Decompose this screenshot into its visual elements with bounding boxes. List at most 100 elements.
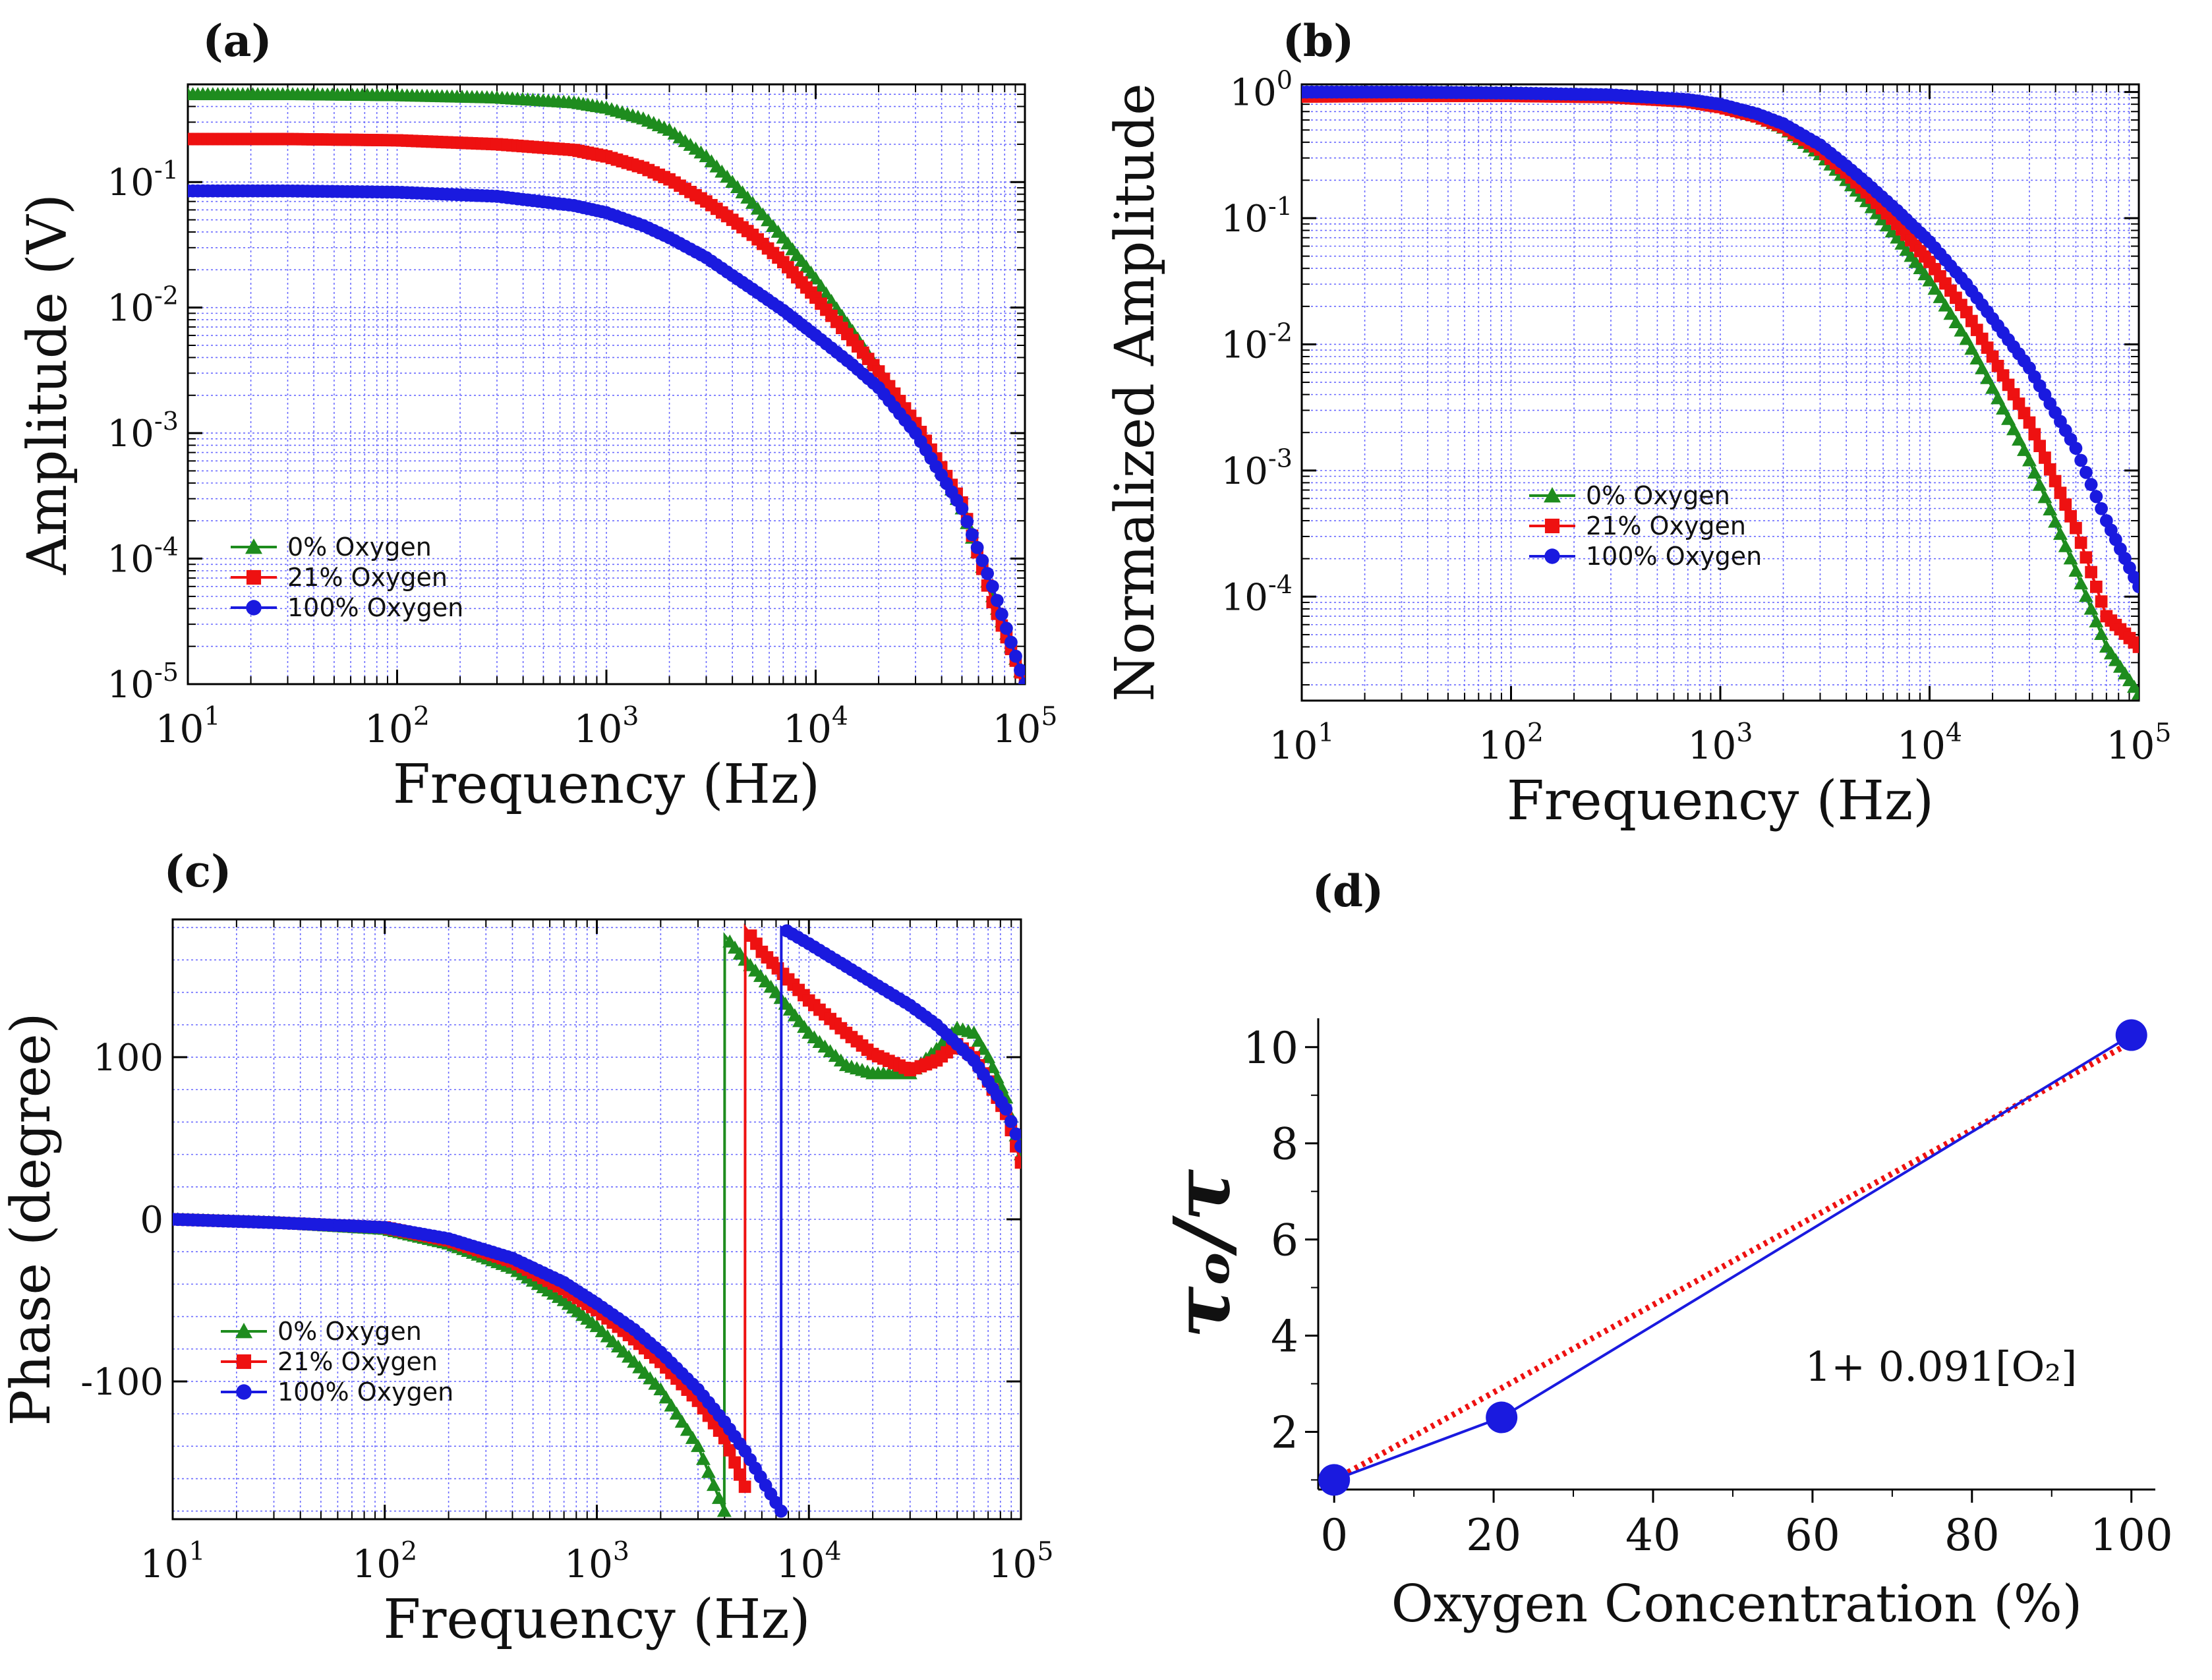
x-axis-label: Frequency (Hz) bbox=[383, 1588, 810, 1651]
data-point bbox=[1933, 290, 1948, 303]
data-point bbox=[966, 1026, 981, 1039]
data-point bbox=[2095, 502, 2108, 515]
data-point bbox=[960, 515, 974, 529]
legend-marker bbox=[1544, 518, 1560, 534]
data-point bbox=[1004, 1115, 1018, 1128]
panel-c: (c) 101 102 103 104 105 -100 0 100 Frequency (Hz)… bbox=[0, 846, 1053, 1651]
x-tick-label: 101 bbox=[156, 701, 221, 751]
legend-marker bbox=[1544, 548, 1560, 564]
legend-label: 21% Oxygen bbox=[1586, 511, 1746, 540]
y-tick-label: 10-1 bbox=[107, 156, 179, 204]
legend-marker bbox=[246, 600, 262, 616]
y-axis-label: Phase (degree) bbox=[0, 1012, 63, 1426]
x-tick-label: 101 bbox=[140, 1536, 206, 1586]
data-point bbox=[2070, 521, 2082, 535]
data-point bbox=[2084, 478, 2098, 492]
data-point bbox=[2033, 440, 2046, 453]
data-point bbox=[2128, 570, 2139, 584]
fit-equation: 1+ 0.091[O₂] bbox=[1805, 1343, 2078, 1391]
panel-a: (a) 101 102 103 104 105 10-5 10-4 10-3 10-2 10-1 Fr… bbox=[16, 15, 1057, 816]
x-tick-label: 104 bbox=[776, 1536, 842, 1586]
data-point bbox=[2012, 397, 2025, 410]
data-point bbox=[674, 1414, 689, 1428]
data-point bbox=[965, 528, 979, 542]
data-point bbox=[2079, 465, 2093, 479]
data-point bbox=[774, 1504, 788, 1518]
data-point bbox=[2074, 536, 2087, 549]
data-point bbox=[985, 579, 999, 593]
data-point bbox=[1969, 351, 1985, 365]
legend-label: 0% Oxygen bbox=[287, 533, 432, 562]
data-point bbox=[1009, 649, 1022, 663]
y-tick-label: 2 bbox=[1271, 1407, 1298, 1458]
data-point bbox=[975, 554, 989, 567]
y-tick-label: 10-2 bbox=[107, 281, 179, 330]
data-point bbox=[999, 622, 1013, 635]
data-point bbox=[2089, 614, 2104, 627]
data-point bbox=[1009, 1127, 1021, 1141]
data-point bbox=[1991, 359, 2004, 372]
data-point bbox=[1959, 332, 1974, 345]
data-point bbox=[658, 1390, 674, 1404]
data-point bbox=[669, 1406, 684, 1420]
y-tick-label: 4 bbox=[1271, 1312, 1298, 1362]
data-point bbox=[2058, 538, 2073, 552]
y-tick-label: 8 bbox=[1271, 1119, 1298, 1170]
legend-marker bbox=[236, 1354, 252, 1370]
data-point bbox=[1996, 401, 2011, 415]
data-point bbox=[1922, 273, 1937, 287]
x-tick-label: 102 bbox=[1478, 718, 1544, 768]
data-point bbox=[1985, 380, 2000, 394]
y-tick-label: -100 bbox=[80, 1361, 163, 1404]
data-point bbox=[2043, 463, 2056, 476]
data-point bbox=[1943, 306, 1958, 320]
legend-marker bbox=[235, 1323, 252, 1339]
data-point bbox=[2089, 490, 2103, 504]
x-axis-label: Frequency (Hz) bbox=[1507, 770, 1934, 832]
legend-label: 21% Oxygen bbox=[277, 1347, 438, 1376]
legend-marker bbox=[1544, 487, 1561, 503]
data-point bbox=[2006, 422, 2022, 436]
legend-label: 100% Oxygen bbox=[287, 593, 463, 622]
x-tick-label: 104 bbox=[1897, 718, 1962, 768]
data-point bbox=[813, 279, 829, 292]
y-tick-label: 6 bbox=[1271, 1215, 1298, 1266]
data-point bbox=[1018, 678, 1025, 684]
data-point bbox=[2022, 453, 2037, 467]
y-tick-label: 10-3 bbox=[1221, 444, 1293, 493]
legend-label: 100% Oxygen bbox=[277, 1377, 453, 1406]
data-point bbox=[955, 502, 969, 515]
data-point bbox=[2054, 486, 2067, 500]
x-tick-label: 0 bbox=[1320, 1510, 1348, 1561]
data-point bbox=[995, 608, 1008, 622]
data-point bbox=[2078, 589, 2093, 602]
data-point bbox=[2059, 498, 2072, 511]
data-point bbox=[2027, 465, 2042, 479]
y-tick-label: 100 bbox=[93, 1037, 163, 1080]
y-tick-label: 100 bbox=[1230, 65, 1293, 114]
data-point bbox=[970, 540, 984, 554]
x-tick-label: 104 bbox=[783, 701, 848, 751]
data-point bbox=[2068, 564, 2083, 577]
y-tick-label: 10-5 bbox=[107, 658, 179, 707]
data-point bbox=[1991, 391, 2006, 405]
x-tick-label: 103 bbox=[1688, 718, 1753, 768]
data-point bbox=[1486, 1401, 1518, 1434]
panel-label: (a) bbox=[202, 15, 272, 67]
data-point bbox=[1975, 361, 1990, 374]
data-point bbox=[2039, 451, 2051, 464]
series-0 bbox=[1318, 1019, 2147, 1496]
data-point bbox=[2043, 502, 2058, 515]
data-point bbox=[734, 1468, 746, 1481]
x-tick-label: 103 bbox=[564, 1536, 629, 1586]
data-point bbox=[706, 1478, 721, 1492]
data-point bbox=[2028, 428, 2041, 441]
data-point bbox=[1964, 341, 1979, 355]
data-point bbox=[2023, 416, 2036, 429]
data-point bbox=[2063, 551, 2078, 565]
data-point bbox=[2080, 551, 2093, 564]
data-point bbox=[2012, 432, 2027, 446]
fit-line bbox=[1333, 1039, 2133, 1483]
